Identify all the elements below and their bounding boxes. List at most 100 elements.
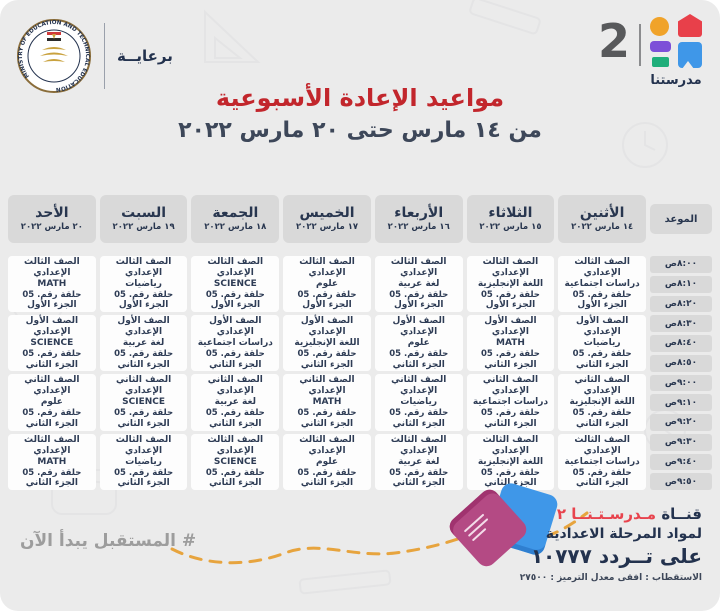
cell-episode: حلقة رقم. 05: [205, 289, 265, 300]
schedule-cell: الصف الأول الإعدادي لغة عربية حلقة رقم. 05…: [99, 315, 188, 372]
schedule-cell: الصف الأول الإعدادي SCIENCE حلقة رقم. 05 ال…: [8, 315, 96, 372]
time-slot: ٩:٤٠ص: [650, 453, 712, 471]
cell-episode: حلقة رقم. 05: [114, 349, 174, 360]
day-header-sunday: الأحد ٢٠ مارس ٢٠٢٢: [8, 195, 96, 243]
channel-number: 2: [597, 14, 630, 68]
cell-episode: حلقة رقم. 05: [480, 467, 540, 478]
cell-subject: MATH: [37, 456, 67, 467]
cell-part: الجزء الثاني: [576, 477, 629, 488]
schedule-cell: الصف الثاني الإعدادي علوم حلقة رقم. 05 الجز…: [8, 374, 96, 431]
cell-part: الجزء الثاني: [576, 418, 629, 429]
cell-subject: MATH: [495, 338, 525, 349]
schedule-cell: الصف الأول الإعدادي دراسات اجتماعية حلقة ر…: [191, 315, 280, 372]
orange-circle-icon: [650, 17, 669, 36]
channel-brand: 2 مدرستنا: [598, 14, 702, 88]
cell-part: الجزء الثاني: [392, 477, 445, 488]
time-slot: ٨:٤٠ص: [650, 335, 712, 352]
schedule-cell: الصف الثالث الإعدادي SCIENCE حلقة رقم. 05 ا…: [191, 256, 280, 313]
time-slot: ٩:٢٠ص: [650, 414, 712, 431]
cell-episode: حلقة رقم. 05: [297, 467, 357, 478]
time-slot: ٩:٠٠ص: [650, 374, 712, 392]
cell-grade: الصف الثالث الإعدادي: [115, 434, 172, 456]
day-header-thursday: الخميس ١٧ مارس ٢٠٢٢: [283, 195, 371, 243]
time-column-header: الموعد: [650, 204, 712, 234]
cell-part: الجزء الأول: [302, 300, 352, 311]
red-house-icon: [678, 14, 702, 37]
page-subtitle: من ١٤ مارس حتى ٢٠ مارس ٢٠٢٢: [178, 118, 542, 143]
cell-part: الجزء الثاني: [392, 359, 445, 370]
day-column-monday: الصف الثالث الإعدادي دراسات اجتماعية حلقة …: [558, 256, 646, 490]
cell-episode: حلقة رقم. 05: [480, 289, 540, 300]
cell-subject: لغة عربية: [398, 278, 440, 289]
cell-grade: الصف الثالث الإعدادي: [390, 434, 447, 456]
schedule-cell: الصف الثالث الإعدادي اللغة الإنجليزية حلقة…: [466, 433, 555, 490]
day-column-friday: الصف الثالث الإعدادي SCIENCE حلقة رقم. 05 ا…: [191, 256, 280, 490]
channel-technical-info: الاستقطاب : افقى معدل الترميز : ٢٧٥٠٠: [519, 573, 702, 583]
cell-grade: الصف الثالث الإعدادي: [574, 257, 630, 278]
cell-episode: حلقة رقم. 05: [389, 408, 449, 419]
cell-episode: حلقة رقم. 05: [22, 349, 82, 360]
time-slot: ٩:٥٠ص: [650, 473, 712, 490]
cell-part: الجزء الثاني: [117, 418, 170, 429]
cell-episode: حلقة رقم. 05: [572, 467, 632, 478]
schedule-cell: الصف الثالث الإعدادي علوم حلقة رقم. 05 الجز…: [283, 433, 371, 490]
cell-part: الجزء الثاني: [392, 418, 445, 429]
cell-grade: الصف الثاني الإعدادي: [391, 375, 447, 397]
schedule-cell: الصف الثالث الإعدادي اللغة الإنجليزية حلقة…: [466, 256, 555, 313]
cell-grade: الصف الثالث الإعدادي: [482, 434, 539, 456]
cell-subject: SCIENCE: [122, 397, 166, 408]
time-slot: ٨:٥٠ص: [650, 354, 712, 372]
cell-part: الجزء الأول: [485, 300, 536, 311]
cell-part: الجزء الأول: [27, 300, 77, 311]
time-slot: ٨:٠٠ص: [650, 256, 712, 273]
green-bar-icon: [652, 57, 669, 67]
cell-subject: دراسات اجتماعية: [564, 456, 640, 467]
patronage-label: برعايــة: [117, 47, 173, 65]
cell-episode: حلقة رقم. 05: [205, 408, 265, 419]
cell-episode: حلقة رقم. 05: [114, 467, 174, 478]
cell-part: الجزء الثاني: [576, 359, 629, 370]
divider: [104, 23, 105, 89]
cell-part: الجزء الثاني: [209, 359, 262, 370]
cell-episode: حلقة رقم. 05: [480, 408, 540, 419]
cell-part: الجزء الثاني: [484, 418, 537, 429]
schedule-table: الموعد الأثنين ١٤ مارس ٢٠٢٢ الثلاثاء ١٥ …: [8, 195, 712, 490]
cell-episode: حلقة رقم. 05: [205, 467, 265, 478]
cell-subject: اللغة الإنجليزية: [477, 456, 544, 467]
schedule-cell: الصف الأول الإعدادي رياضيات حلقة رقم. 05 ال…: [558, 315, 646, 372]
schedule-cell: الصف الثالث الإعدادي دراسات اجتماعية حلقة …: [558, 433, 646, 490]
schedule-cell: الصف الثاني الإعدادي دراسات اجتماعية حلقة …: [466, 374, 555, 431]
brand-shapes: [650, 14, 702, 70]
day-column-sunday: الصف الثالث الإعدادي MATH حلقة رقم. 05 الجز…: [8, 256, 96, 490]
schedule-cell: الصف الثالث الإعدادي رياضيات حلقة رقم. 05 ا…: [99, 433, 188, 490]
day-header-friday: الجمعة ١٨ مارس ٢٠٢٢: [191, 195, 280, 243]
cell-part: الجزء الأول: [577, 300, 627, 311]
schedule-cell: الصف الثالث الإعدادي SCIENCE حلقة رقم. 05 ا…: [191, 433, 280, 490]
cell-part: الجزء الثاني: [209, 418, 262, 429]
schedule-cell: الصف الثاني الإعدادي اللغة الإنجليزية حلقة…: [558, 374, 646, 431]
cell-grade: الصف الثالث الإعدادي: [24, 434, 80, 456]
time-slot: ٨:٢٠ص: [650, 295, 712, 313]
cell-grade: الصف الثاني الإعدادي: [24, 375, 80, 397]
cell-part: الجزء الثاني: [300, 418, 354, 429]
cell-grade: الصف الأول الإعدادي: [392, 316, 445, 338]
time-slot: ٩:١٠ص: [650, 394, 712, 411]
schedule-cell: الصف الثاني الإعدادي SCIENCE حلقة رقم. 05 ا…: [99, 374, 188, 431]
cell-subject: لغة عربية: [398, 456, 440, 467]
cell-part: الجزء الأول: [210, 300, 261, 311]
cell-grade: الصف الثالث الإعدادي: [299, 257, 355, 278]
cell-grade: الصف الثاني الإعدادي: [574, 375, 630, 397]
cell-subject: رياضيات: [125, 278, 162, 289]
channel-subtitle: لمواد المرحلة الاعدادية: [545, 526, 702, 542]
cell-episode: حلقة رقم. 05: [22, 408, 82, 419]
cell-part: الجزء الثاني: [300, 477, 354, 488]
schedule-cell: الصف الثاني الإعدادي MATH حلقة رقم. 05 الجز…: [283, 374, 371, 431]
cell-subject: اللغة الإنجليزية: [294, 338, 360, 349]
cell-episode: حلقة رقم. 05: [205, 349, 265, 360]
cell-part: الجزء الثاني: [117, 359, 170, 370]
day-header-tuesday: الثلاثاء ١٥ مارس ٢٠٢٢: [466, 195, 555, 243]
cell-grade: الصف الأول الإعدادي: [300, 316, 354, 338]
cell-subject: رياضيات: [125, 456, 162, 467]
cell-episode: حلقة رقم. 05: [389, 349, 449, 360]
cell-part: الجزء الثاني: [209, 477, 262, 488]
